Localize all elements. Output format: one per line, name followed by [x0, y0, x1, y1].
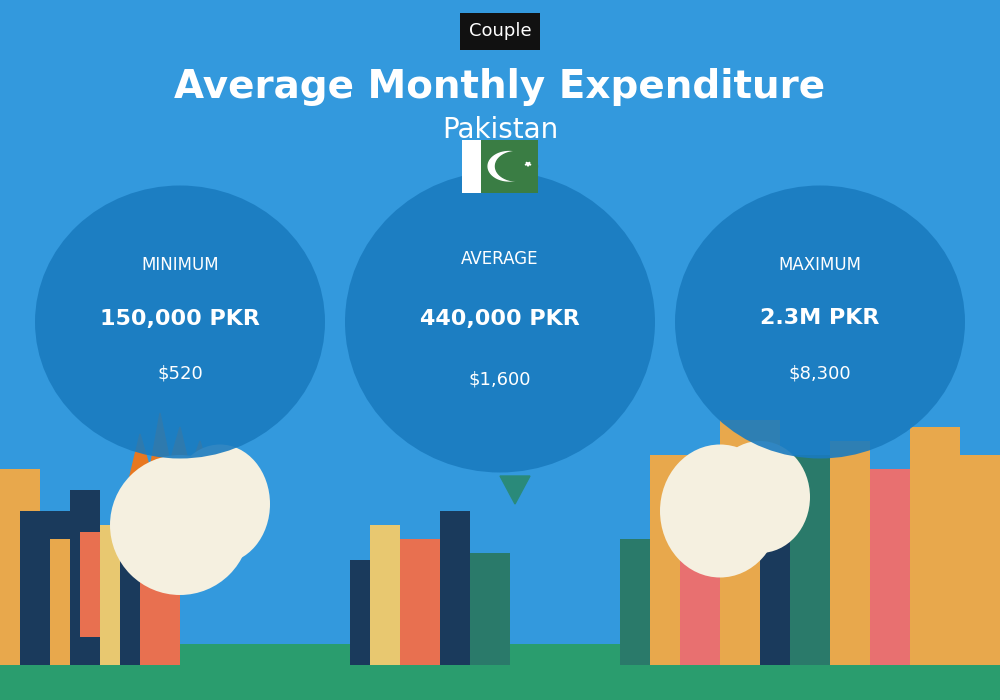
Ellipse shape: [345, 172, 655, 473]
FancyBboxPatch shape: [70, 490, 100, 665]
FancyBboxPatch shape: [620, 539, 650, 665]
FancyBboxPatch shape: [370, 525, 400, 665]
FancyBboxPatch shape: [440, 511, 470, 665]
FancyBboxPatch shape: [481, 140, 538, 192]
FancyBboxPatch shape: [20, 511, 70, 665]
Text: AVERAGE: AVERAGE: [461, 250, 539, 268]
FancyBboxPatch shape: [100, 525, 140, 665]
Ellipse shape: [710, 441, 810, 553]
FancyBboxPatch shape: [650, 455, 700, 665]
FancyBboxPatch shape: [0, 469, 40, 665]
FancyBboxPatch shape: [350, 560, 380, 665]
FancyBboxPatch shape: [50, 539, 90, 665]
Polygon shape: [130, 413, 210, 504]
Ellipse shape: [170, 444, 270, 564]
Polygon shape: [500, 476, 530, 504]
Ellipse shape: [110, 455, 250, 595]
Text: MAXIMUM: MAXIMUM: [778, 256, 862, 274]
FancyBboxPatch shape: [400, 539, 440, 665]
FancyBboxPatch shape: [760, 469, 790, 665]
FancyBboxPatch shape: [80, 532, 120, 637]
FancyBboxPatch shape: [680, 490, 720, 665]
FancyBboxPatch shape: [470, 553, 510, 665]
Ellipse shape: [675, 186, 965, 458]
FancyBboxPatch shape: [140, 567, 180, 665]
Polygon shape: [488, 152, 530, 181]
FancyBboxPatch shape: [120, 539, 160, 665]
Text: Couple: Couple: [469, 22, 531, 41]
Text: 2.3M PKR: 2.3M PKR: [760, 309, 880, 328]
Ellipse shape: [660, 444, 780, 578]
Polygon shape: [495, 152, 537, 181]
Text: $8,300: $8,300: [789, 365, 851, 383]
Ellipse shape: [35, 186, 325, 458]
Text: $520: $520: [157, 365, 203, 383]
Text: MINIMUM: MINIMUM: [141, 256, 219, 274]
Polygon shape: [525, 162, 531, 167]
FancyBboxPatch shape: [870, 469, 910, 665]
FancyBboxPatch shape: [950, 455, 1000, 665]
Text: Pakistan: Pakistan: [442, 116, 558, 144]
Text: Average Monthly Expenditure: Average Monthly Expenditure: [174, 69, 826, 106]
FancyBboxPatch shape: [720, 420, 780, 665]
Text: 150,000 PKR: 150,000 PKR: [100, 309, 260, 328]
FancyBboxPatch shape: [830, 441, 870, 665]
Text: 440,000 PKR: 440,000 PKR: [420, 309, 580, 328]
Text: $1,600: $1,600: [469, 370, 531, 388]
FancyBboxPatch shape: [910, 427, 960, 665]
FancyBboxPatch shape: [462, 140, 481, 192]
FancyBboxPatch shape: [790, 455, 840, 665]
FancyBboxPatch shape: [0, 644, 1000, 700]
